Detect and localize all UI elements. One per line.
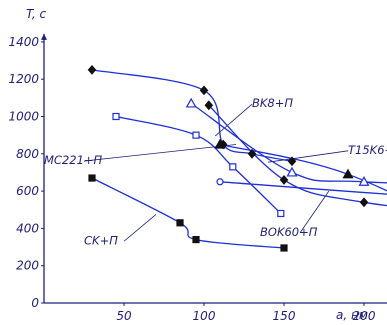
series-lines — [91, 69, 387, 249]
data-point — [229, 163, 237, 171]
data-point — [286, 166, 298, 177]
series-line — [208, 104, 387, 207]
series-line — [91, 177, 285, 249]
leader-line — [214, 103, 253, 137]
leader-line — [299, 190, 330, 234]
series-line — [115, 115, 282, 214]
y-tick-label: 0 — [31, 296, 39, 310]
data-point — [176, 219, 184, 227]
markers — [87, 64, 370, 252]
data-point — [192, 131, 200, 139]
series-line — [219, 181, 387, 195]
y-tick-label: 200 — [16, 259, 39, 273]
annotation-label: T15K6+П — [348, 143, 387, 157]
x-tick-label: 100 — [193, 309, 216, 323]
y-tick-label: 400 — [16, 221, 39, 235]
y-tick-label: 1400 — [8, 35, 39, 49]
data-point — [192, 235, 200, 244]
leader-line — [267, 150, 349, 163]
data-point — [247, 148, 257, 159]
annotation-label: BK8+П — [252, 96, 293, 110]
data-point — [199, 85, 209, 96]
leader-line — [83, 144, 237, 162]
leader-line — [123, 214, 157, 242]
y-axis-label: T, c — [26, 7, 47, 21]
data-point — [214, 138, 226, 149]
series-line — [91, 69, 293, 162]
data-point — [87, 64, 97, 75]
data-point — [112, 112, 120, 121]
x-tick-label: 50 — [116, 309, 132, 323]
x-tick-label: 150 — [273, 309, 296, 323]
data-point — [359, 197, 369, 208]
x-axis-label: a, нм — [336, 308, 368, 322]
y-tick-label: 800 — [16, 147, 39, 161]
annotation-label: BOK60+П — [260, 225, 318, 239]
y-axis-arrow — [41, 33, 47, 40]
annotation-label: CK+П — [84, 233, 118, 247]
data-point — [185, 97, 197, 108]
annotations: BK8+ПMC221+ПT15K6+ПTH20+ПBOK60+ПMC146+ПC… — [44, 96, 387, 247]
data-point — [88, 174, 96, 182]
data-point — [279, 174, 289, 185]
data-point — [287, 156, 297, 167]
annotation-label: MC221+П — [44, 153, 103, 167]
data-point — [280, 244, 288, 252]
y-tick-label: 600 — [16, 184, 39, 198]
data-point — [342, 168, 354, 179]
axes — [41, 33, 387, 306]
data-point — [204, 100, 214, 111]
y-tick-label: 1200 — [8, 72, 39, 86]
y-tick-label: 1000 — [8, 110, 39, 124]
tick-labels: 5010015020025030035002004006008001000120… — [8, 35, 376, 323]
data-point — [277, 209, 285, 218]
leader-lines — [83, 103, 349, 242]
data-point — [216, 178, 224, 186]
x-tick-label: 200 — [353, 309, 376, 323]
data-point — [358, 176, 370, 186]
